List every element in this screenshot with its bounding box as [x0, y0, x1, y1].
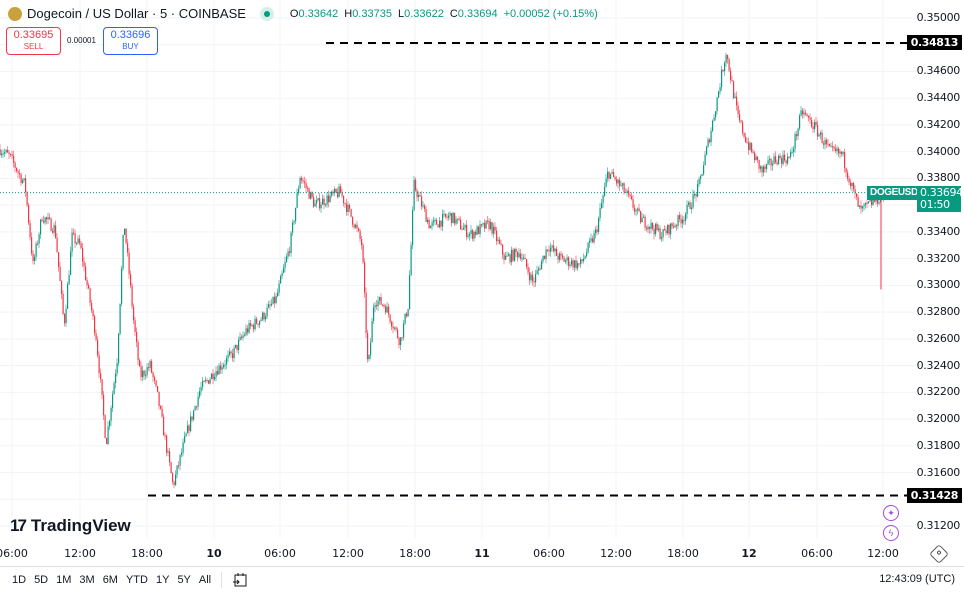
- price-tick: 0.32800: [916, 305, 961, 319]
- price-tick: 0.34400: [916, 91, 961, 105]
- price-tick: 0.34200: [916, 117, 961, 131]
- last-price-value: 0.33694: [920, 186, 963, 199]
- price-tick: 0.33400: [916, 224, 961, 238]
- time-tick: 12: [741, 547, 757, 560]
- bar-countdown: 01:50: [920, 198, 950, 211]
- candlestick-chart[interactable]: [0, 0, 916, 538]
- price-tick: 0.33800: [916, 171, 961, 185]
- sell-price: 0.33695: [13, 29, 54, 41]
- price-tick: 0.31600: [916, 465, 961, 479]
- time-tick: 06:00: [264, 547, 296, 560]
- time-tick: 06:00: [533, 547, 565, 560]
- symbol-title[interactable]: Dogecoin / US Dollar · 5 · COINBASE: [27, 6, 246, 21]
- high-marker: 0.34813: [906, 34, 962, 50]
- sell-label: SELL: [23, 42, 44, 51]
- tradingview-logo-icon: 17: [10, 516, 27, 535]
- open-value: 0.33642: [298, 7, 339, 20]
- sparkle-icon[interactable]: ✦: [883, 505, 899, 521]
- range-5y[interactable]: 5Y: [177, 573, 191, 586]
- price-axis[interactable]: 0.35000 0.34600 0.34400 0.34200 0.34000 0.338…: [906, 0, 964, 538]
- sell-button[interactable]: 0.33695 SELL: [6, 27, 61, 55]
- time-axis[interactable]: 06:00 12:00 18:00 10 06:00 12:00 18:00 11 06:00 1…: [0, 538, 964, 567]
- price-tick: 0.31800: [916, 438, 961, 452]
- price-tick: 0.31200: [916, 519, 961, 532]
- dogecoin-icon: [8, 6, 22, 21]
- symbol-header: Dogecoin / US Dollar · 5 · COINBASE O0.3…: [8, 6, 598, 21]
- buy-price: 0.33696: [110, 29, 151, 41]
- chart-area[interactable]: [0, 0, 916, 538]
- range-1m[interactable]: 1M: [56, 573, 72, 586]
- price-tick: 0.32000: [916, 412, 961, 426]
- price-tick: 0.33200: [916, 251, 961, 265]
- divider: [221, 571, 223, 588]
- price-tick: 0.34600: [916, 64, 961, 78]
- price-tick: 0.34000: [916, 144, 961, 158]
- low-marker: 0.31428: [906, 487, 962, 503]
- time-tick: 12:00: [867, 547, 899, 560]
- lightning-icon[interactable]: ϟ: [883, 525, 899, 541]
- price-tick: 0.32200: [916, 385, 961, 399]
- time-tick: 18:00: [131, 547, 163, 560]
- range-1y[interactable]: 1Y: [155, 573, 170, 586]
- range-3m[interactable]: 3M: [79, 573, 95, 586]
- range-ytd[interactable]: YTD: [125, 573, 148, 586]
- range-1d[interactable]: 1D: [12, 573, 27, 586]
- high-value: 0.33735: [352, 7, 392, 20]
- market-status-icon[interactable]: [259, 6, 274, 21]
- utc-clock[interactable]: 12:43:09 (UTC): [879, 573, 955, 585]
- bottom-toolbar: 1D 5D 1M 3M 6M YTD 1Y 5Y All 12:43:09 (UTC): [0, 567, 964, 592]
- time-tick: 12:00: [332, 547, 364, 560]
- time-tick: 18:00: [399, 547, 431, 560]
- time-tick: 12:00: [600, 547, 632, 560]
- spread-value: 0.00001: [67, 36, 96, 45]
- date-range-buttons: 1D 5D 1M 3M 6M YTD 1Y 5Y All: [12, 574, 211, 586]
- last-price-label: 0.33694 01:50: [917, 186, 963, 212]
- time-tick: 06:00: [0, 547, 28, 560]
- logo-text: TradingView: [30, 516, 131, 535]
- time-tick: 06:00: [801, 547, 833, 560]
- time-tick: 11: [474, 547, 490, 560]
- price-tick: 0.32400: [916, 358, 961, 372]
- range-6m[interactable]: 6M: [102, 573, 118, 586]
- time-tick: 18:00: [667, 547, 699, 560]
- buy-button[interactable]: 0.33696 BUY: [103, 27, 158, 55]
- symbol-price-tag: DOGEUSD: [867, 186, 921, 200]
- goto-date-icon[interactable]: [232, 572, 248, 588]
- price-tick: 0.35000: [916, 11, 961, 24]
- range-5d[interactable]: 5D: [34, 573, 49, 586]
- low-value: 0.33622: [404, 7, 444, 20]
- close-value: 0.33694: [457, 7, 498, 20]
- change-value: +0.00052 (+0.15%): [503, 7, 598, 20]
- price-tick: 0.33000: [916, 278, 961, 292]
- buy-label: BUY: [122, 42, 139, 51]
- time-tick: 10: [206, 547, 222, 560]
- tradingview-logo[interactable]: 17 TradingView: [10, 516, 131, 536]
- time-tick: 12:00: [64, 547, 96, 560]
- price-tick: 0.32600: [916, 331, 961, 345]
- ohlc-values: O0.33642 H0.33735 L0.33622 C0.33694 +0.0…: [289, 7, 598, 20]
- range-all[interactable]: All: [198, 573, 212, 586]
